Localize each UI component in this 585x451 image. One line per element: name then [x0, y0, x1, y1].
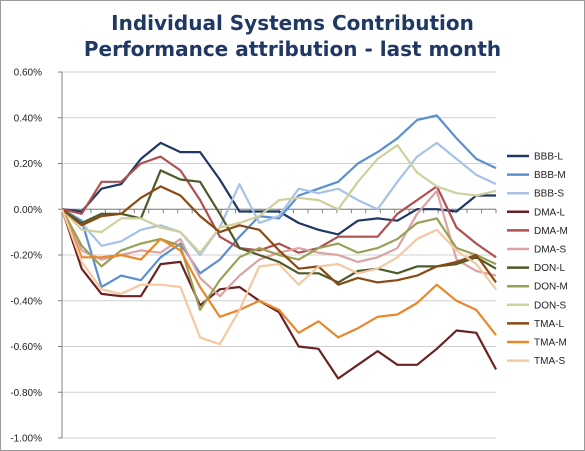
- series-line-dma-l: [60, 208, 497, 380]
- legend-label: BBB-M: [534, 170, 566, 181]
- series-line-bbb-l: [61, 141, 496, 236]
- y-tick-label: -0.20%: [10, 251, 42, 262]
- y-tick-label: -0.60%: [10, 342, 42, 353]
- series-lines: [60, 114, 497, 380]
- legend-label: DMA-L: [534, 207, 566, 218]
- series-line-tma-m: [60, 208, 497, 339]
- y-tick-label: -1.00%: [10, 434, 42, 445]
- y-tick-label: 0.00%: [14, 205, 42, 216]
- legend-label: DON-L: [534, 263, 566, 274]
- legend-label: TMA-L: [534, 319, 564, 330]
- series-line-dma-s: [61, 189, 497, 298]
- legend: BBB-L BBB-M BBB-S DMA-L DMA-M DMA-S DON-L DON-M…: [507, 152, 568, 367]
- legend-label: BBB-S: [534, 189, 564, 200]
- legend-label: DMA-M: [534, 226, 568, 237]
- series-line-don-l: [61, 169, 497, 284]
- legend-label: DON-S: [534, 300, 567, 311]
- legend-label: DON-M: [534, 282, 568, 293]
- legend-label: TMA-M: [534, 338, 567, 349]
- series-line-dma-m: [61, 155, 497, 259]
- series-line-don-s: [61, 144, 497, 254]
- series-line-bbb-s: [61, 141, 497, 257]
- y-tick-label: 0.60%: [14, 68, 42, 79]
- y-tick-label: 0.20%: [14, 159, 42, 170]
- y-tick-label: -0.80%: [10, 388, 42, 399]
- legend-label: DMA-S: [534, 245, 567, 256]
- y-tick-label: -0.40%: [10, 296, 42, 307]
- y-axis: 0.60% 0.40% 0.20% 0.00% -0.20% -0.40% -0.60% -0…: [10, 68, 497, 445]
- series-line-tma-s: [60, 208, 497, 346]
- series-line-bbb-m: [61, 114, 497, 289]
- y-tick-label: 0.40%: [14, 113, 42, 124]
- legend-label: TMA-S: [534, 356, 565, 367]
- series-line-don-m: [61, 208, 497, 311]
- chart-title: Individual Systems Contribution: [111, 11, 474, 35]
- chart-subtitle: Performance attribution - last month: [83, 37, 502, 61]
- series-line-tma-l: [61, 185, 497, 286]
- legend-label: BBB-L: [534, 152, 563, 163]
